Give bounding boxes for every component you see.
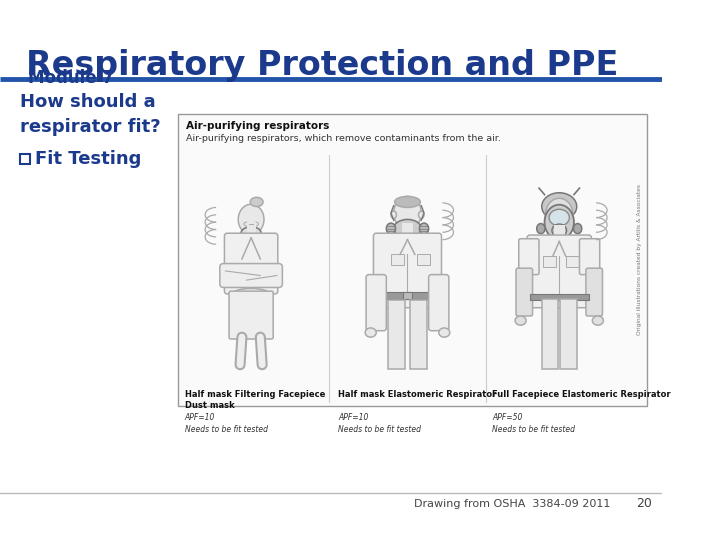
Bar — [402, 223, 413, 238]
Text: Air-purifying respirators, which remove contaminants from the air.: Air-purifying respirators, which remove … — [186, 134, 500, 143]
Text: Full Facepiece Elastomeric Respirator: Full Facepiece Elastomeric Respirator — [492, 389, 671, 399]
Bar — [541, 299, 558, 369]
Ellipse shape — [253, 222, 258, 226]
Ellipse shape — [394, 197, 421, 230]
Ellipse shape — [546, 198, 573, 231]
Text: Fit Testing: Fit Testing — [35, 150, 141, 168]
Text: APF=10
Needs to be fit tested: APF=10 Needs to be fit tested — [185, 414, 268, 434]
FancyBboxPatch shape — [516, 268, 533, 316]
FancyBboxPatch shape — [374, 233, 441, 308]
Ellipse shape — [418, 211, 424, 219]
Text: Drawing from OSHA  3384-09 2011: Drawing from OSHA 3384-09 2011 — [414, 498, 611, 509]
Text: Air-purifying respirators: Air-purifying respirators — [186, 121, 329, 131]
Ellipse shape — [365, 328, 377, 337]
Ellipse shape — [552, 224, 567, 237]
Ellipse shape — [232, 288, 271, 301]
FancyBboxPatch shape — [220, 264, 282, 287]
Bar — [554, 225, 564, 240]
Ellipse shape — [515, 316, 526, 325]
FancyBboxPatch shape — [527, 235, 591, 308]
Ellipse shape — [438, 328, 450, 337]
Bar — [410, 300, 427, 369]
Bar — [560, 299, 577, 369]
Ellipse shape — [241, 227, 261, 240]
Text: APF=50
Needs to be fit tested: APF=50 Needs to be fit tested — [492, 414, 575, 434]
Bar — [417, 254, 430, 265]
Ellipse shape — [544, 205, 574, 240]
FancyBboxPatch shape — [225, 233, 278, 294]
Text: APF=10
Needs to be fit tested: APF=10 Needs to be fit tested — [338, 414, 421, 434]
FancyBboxPatch shape — [586, 268, 603, 316]
Ellipse shape — [238, 204, 264, 234]
Text: Half mask Elastomeric Respirator: Half mask Elastomeric Respirator — [338, 389, 497, 399]
Bar — [20, 154, 30, 164]
Ellipse shape — [244, 222, 249, 226]
Text: Respiratory Protection and PPE: Respiratory Protection and PPE — [26, 49, 618, 82]
Ellipse shape — [250, 197, 263, 206]
Bar — [566, 256, 579, 267]
Ellipse shape — [549, 210, 570, 226]
Ellipse shape — [391, 211, 397, 219]
Bar — [178, 113, 647, 406]
Text: How should a
respirator fit?: How should a respirator fit? — [20, 93, 161, 137]
Ellipse shape — [387, 223, 395, 234]
Ellipse shape — [395, 197, 420, 207]
Text: Module 7: Module 7 — [27, 70, 114, 87]
Ellipse shape — [536, 224, 545, 234]
Ellipse shape — [574, 224, 582, 234]
Ellipse shape — [394, 219, 421, 238]
FancyBboxPatch shape — [229, 291, 273, 339]
Text: 20: 20 — [636, 497, 652, 510]
FancyBboxPatch shape — [428, 275, 449, 330]
Ellipse shape — [593, 316, 603, 325]
Ellipse shape — [420, 223, 428, 234]
FancyBboxPatch shape — [580, 239, 600, 275]
Bar — [391, 254, 404, 265]
Bar — [530, 294, 589, 300]
FancyBboxPatch shape — [519, 239, 539, 275]
Bar — [403, 292, 412, 299]
Text: Half mask Filtering Facepiece
Dust mask: Half mask Filtering Facepiece Dust mask — [185, 389, 325, 410]
Bar — [377, 292, 438, 299]
Bar — [246, 222, 256, 235]
Text: Original illustrations created by Artilis & Associates: Original illustrations created by Artili… — [636, 184, 642, 335]
Ellipse shape — [541, 193, 577, 220]
Bar — [543, 256, 556, 267]
Bar — [388, 300, 405, 369]
FancyBboxPatch shape — [366, 275, 387, 330]
